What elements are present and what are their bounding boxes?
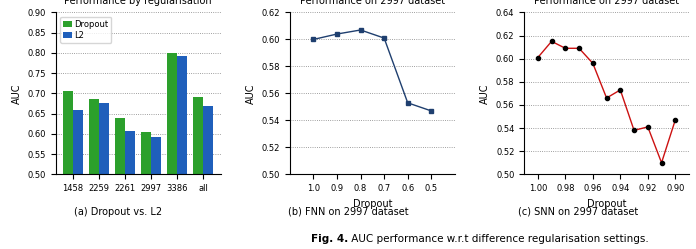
X-axis label: Dropout: Dropout — [353, 199, 392, 209]
Text: (a) Dropout vs. L2: (a) Dropout vs. L2 — [74, 207, 162, 217]
Y-axis label: AUC: AUC — [246, 83, 256, 104]
Bar — [89, 99, 99, 249]
Bar — [73, 110, 83, 249]
Bar — [125, 130, 135, 249]
Title: Performance on 2997 dataset: Performance on 2997 dataset — [300, 0, 445, 6]
Bar — [193, 97, 203, 249]
Bar — [63, 91, 73, 249]
Title: Performance on 2997 dataset: Performance on 2997 dataset — [534, 0, 679, 6]
Y-axis label: AUC: AUC — [480, 83, 490, 104]
Bar — [177, 56, 187, 249]
X-axis label: Dropout: Dropout — [587, 199, 626, 209]
Y-axis label: AUC: AUC — [12, 83, 22, 104]
Bar — [203, 106, 213, 249]
Text: AUC performance w.r.t difference regularisation settings.: AUC performance w.r.t difference regular… — [348, 234, 649, 244]
Bar — [99, 104, 109, 249]
Bar — [116, 119, 125, 249]
Text: (b) FNN on 2997 dataset: (b) FNN on 2997 dataset — [287, 207, 409, 217]
Text: (c) SNN on 2997 dataset: (c) SNN on 2997 dataset — [518, 207, 638, 217]
Bar — [141, 132, 151, 249]
Bar — [167, 53, 177, 249]
Title: Performance by regularisation: Performance by regularisation — [64, 0, 212, 6]
Text: Fig. 4.: Fig. 4. — [310, 234, 348, 244]
Bar — [151, 137, 161, 249]
Legend: Dropout, L2: Dropout, L2 — [60, 17, 111, 43]
